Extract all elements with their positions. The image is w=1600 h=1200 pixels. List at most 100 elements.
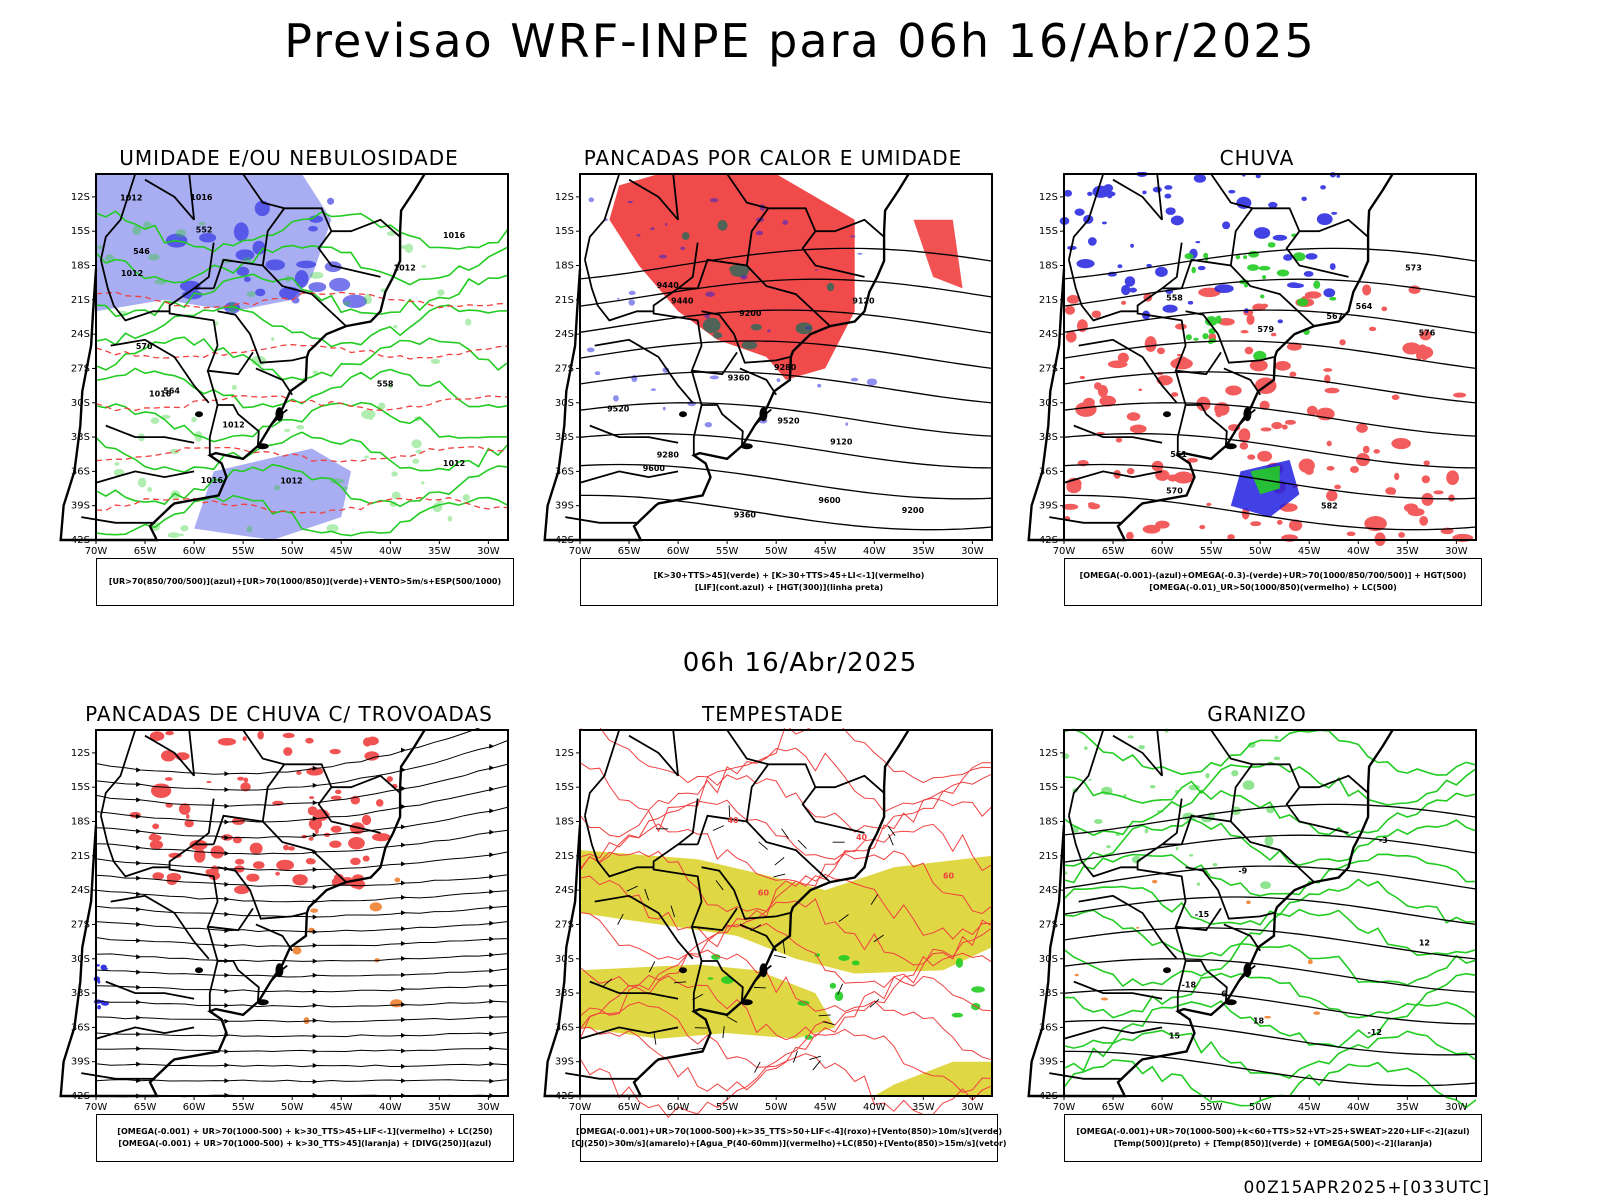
contour-label: 12 [1419,938,1430,947]
legend-line: [OMEGA(-0.001) + UR>70(1000-500) + k>30_… [118,1139,492,1148]
map-granizo: -3 -6 -9 -12 -15 -18 12 15 18 12S 15S 18S 21S 24S 27S 3… [1027,728,1477,1113]
lat-tick-label: 42S [71,535,90,546]
panel-title: PANCADAS DE CHUVA C/ TROVOADAS [85,702,493,726]
lon-tick-label: 60W [183,1102,206,1113]
lon-tick-label: 65W [618,1102,641,1113]
lat-tick-label: 15S [555,782,574,793]
panel-granizo: GRANIZO -3 -6 -9 -12 -15 -18 12 15 18 12S 15S 18S 21… [1022,702,1492,1182]
contour-label: 9600 [643,464,666,473]
lat-tick-label: 24S [71,885,90,896]
map-umidade: 1012 1012 1012 1012 1012 1012 1016 1016 1016 1016… [59,173,509,557]
lon-tick-label: 60W [667,1102,690,1113]
lon-tick-label: 55W [716,546,739,557]
contour-label: 579 [1257,325,1274,334]
lon-tick-label: 30W [477,1102,500,1113]
lat-tick-label: 27S [555,919,574,930]
run-time-footer: 00Z15APR2025+[033UTC] [1243,1178,1490,1198]
contour-label: 1012 [120,194,142,203]
contour-label: 567 [1326,312,1343,321]
lon-tick-label: 35W [428,546,451,557]
lat-tick-label: 33S [1039,432,1058,443]
contour-label: 9120 [830,437,853,446]
lat-tick-label: 42S [555,535,574,546]
lat-tick-label: 33S [1039,988,1058,999]
lat-tick-label: 36S [1039,466,1058,477]
legend-line: [OMEGA(-0.001) + UR>70(1000-500) + k>30_… [117,1127,493,1136]
lat-tick-label: 27S [71,919,90,930]
contour-label: -9 [1238,866,1247,875]
legend-box: [OMEGA(-0.001)+UR>70(1000-500)+k<60+TTS>… [1064,1114,1482,1162]
contour-label: 570 [1166,487,1183,496]
lon-tick-label: 50W [1249,1102,1272,1113]
panel-title: PANCADAS POR CALOR E UMIDADE [583,146,963,170]
lat-tick-label: 30S [1039,954,1058,965]
contour-label: 9280 [774,363,797,372]
lat-tick-label: 27S [555,363,574,374]
contour-label: 9360 [728,374,751,383]
contour-label: 1016 [149,390,172,399]
contour-label: 9200 [902,506,925,515]
lat-tick-label: 36S [71,466,90,477]
lon-tick-label: 30W [961,1102,984,1113]
panel-tempestade: TEMPESTADE 40 40 60 60 12S 15S 18S 21S 24S 27S 30S… [538,702,1008,1182]
lon-tick-label: 40W [379,1102,402,1113]
lon-tick-label: 65W [134,546,157,557]
lon-tick-label: 55W [1200,546,1223,557]
lon-tick-label: 30W [1445,1102,1468,1113]
lat-tick-label: 24S [1039,885,1058,896]
lat-tick-label: 18S [555,817,574,828]
lon-tick-label: 30W [1445,546,1468,557]
lat-tick-label: 15S [1039,782,1058,793]
panel-title: GRANIZO [1207,702,1307,726]
lon-tick-label: 65W [1102,1102,1125,1113]
lat-tick-label: 39S [555,1057,574,1068]
lon-tick-label: 45W [1298,1102,1321,1113]
panel-chuva: CHUVA 582 579 576 573 570 567 564 561 558 12S 15S 1… [1022,146,1492,626]
lon-tick-label: 55W [232,1102,255,1113]
lat-tick-label: 42S [1039,1091,1058,1102]
contour-label: 582 [1321,502,1338,511]
contour-label: 564 [1356,302,1373,311]
lat-tick-label: 15S [1039,226,1058,237]
contour-label: 561 [1170,450,1187,459]
lon-tick-label: 40W [1347,1102,1370,1113]
legend-box: [OMEGA(-0.001)+UR>70(1000-500)+k>35_TTS>… [571,1114,1007,1162]
lat-tick-label: 15S [555,226,574,237]
lat-tick-label: 33S [555,432,574,443]
lon-tick-label: 50W [1249,546,1272,557]
lat-tick-label: 39S [1039,1057,1058,1068]
lon-tick-label: 60W [1151,1102,1174,1113]
lat-tick-label: 39S [71,501,90,512]
lat-tick-label: 18S [1039,261,1058,272]
lon-tick-label: 45W [330,1102,353,1113]
contour-label: -18 [1182,981,1197,990]
legend-line: [OMEGA(-0.001)+UR>70(1000-500)+k<60+TTS>… [1076,1127,1470,1136]
contour-label: 1012 [280,477,302,486]
lat-tick-label: 30S [555,398,574,409]
lon-tick-label: 60W [667,546,690,557]
lat-tick-label: 21S [1039,851,1058,862]
lat-tick-label: 36S [555,1022,574,1033]
lon-tick-label: 50W [281,1102,304,1113]
contour-label: 18 [1253,1017,1265,1026]
lat-tick-label: 27S [1039,363,1058,374]
lon-tick-label: 60W [183,546,206,557]
lat-tick-label: 12S [1039,748,1058,759]
lon-tick-label: 35W [1396,1102,1419,1113]
lat-tick-label: 36S [1039,1022,1058,1033]
lat-tick-label: 39S [71,1057,90,1068]
contour-label: 1012 [443,459,465,468]
contour-label: 1012 [222,421,244,430]
legend-line: [OMEGA(-0.001)-(azul)+OMEGA(-0.3)-(verde… [1079,571,1467,580]
lon-tick-label: 60W [1151,546,1174,557]
legend-line: [OMEGA(-0.001)+UR>70(1000-500)+k>35_TTS>… [576,1127,1002,1136]
lon-tick-label: 70W [85,546,108,557]
contour-label: 1016 [443,231,466,240]
lat-tick-label: 39S [1039,501,1058,512]
lon-tick-label: 45W [330,546,353,557]
lon-tick-label: 65W [134,1102,157,1113]
contour-label: 1012 [121,269,143,278]
contour-label: 576 [1419,328,1436,337]
lat-tick-label: 24S [71,329,90,340]
